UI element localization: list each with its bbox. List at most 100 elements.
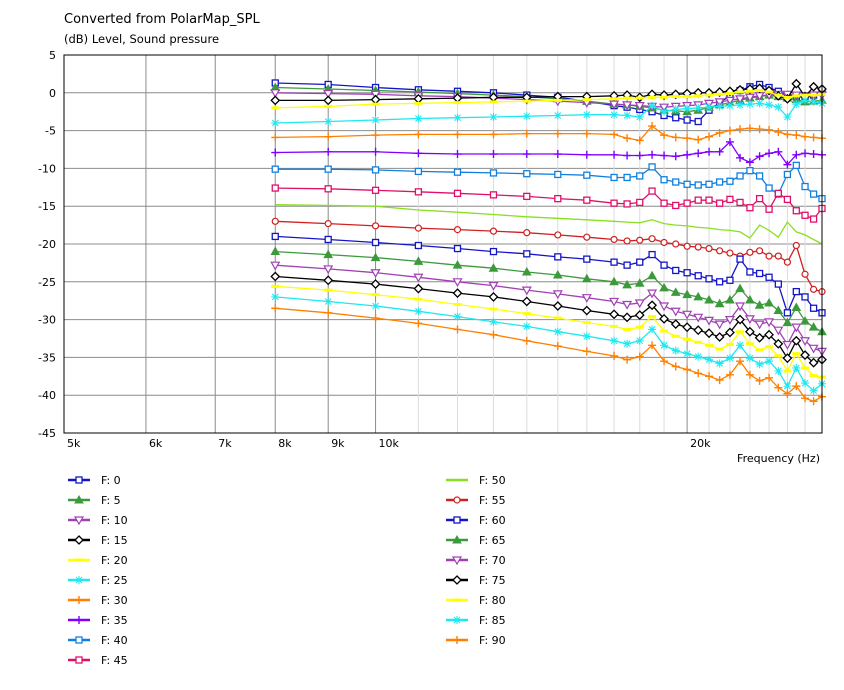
x-axis-label: Frequency (Hz) <box>737 452 820 465</box>
data-point <box>488 292 499 302</box>
legend-label: F: 85 <box>479 614 506 627</box>
data-point <box>453 189 462 197</box>
data-point <box>693 313 704 323</box>
legend-item: F: 35 <box>68 614 128 627</box>
data-point <box>489 150 498 159</box>
data-point <box>724 316 735 325</box>
data-point <box>809 150 818 159</box>
data-point <box>323 249 334 259</box>
data-point <box>414 130 423 139</box>
data-point <box>489 330 498 339</box>
y-tick-label: -30 <box>38 314 56 327</box>
data-point <box>609 309 619 320</box>
legend-item: F: 70 <box>446 554 506 567</box>
data-point <box>783 195 792 204</box>
data-point <box>488 263 499 272</box>
data-point <box>635 112 644 121</box>
data-point <box>755 194 764 203</box>
data-point <box>648 325 657 334</box>
data-point <box>705 196 713 204</box>
data-point <box>610 258 618 266</box>
data-point <box>413 283 424 294</box>
data-point <box>648 235 656 243</box>
data-point <box>744 315 755 325</box>
data-point <box>583 196 591 204</box>
x-tick-label: 8k <box>278 437 292 450</box>
data-point <box>271 165 279 173</box>
data-point <box>414 114 423 123</box>
data-point <box>745 158 754 167</box>
data-point <box>670 287 681 296</box>
data-point <box>453 226 462 234</box>
data-point <box>634 102 645 111</box>
data-point <box>622 300 633 310</box>
data-point <box>754 332 765 343</box>
legend-label: F: 90 <box>479 634 506 647</box>
data-point <box>270 95 281 106</box>
data-point <box>623 173 631 182</box>
y-tick-label: 0 <box>49 87 56 100</box>
data-point <box>774 189 782 197</box>
data-point <box>809 285 818 293</box>
series-line <box>275 204 823 245</box>
legend-label: F: 15 <box>101 534 128 547</box>
legend-label: F: 40 <box>101 634 128 647</box>
data-point <box>522 322 531 331</box>
data-point <box>660 238 668 247</box>
data-point <box>765 184 773 192</box>
data-point <box>414 149 423 158</box>
data-point <box>683 180 691 188</box>
data-point <box>609 276 619 286</box>
data-point <box>660 357 669 366</box>
data-point <box>672 266 680 275</box>
data-point <box>755 269 764 278</box>
data-point <box>773 338 784 349</box>
data-point <box>581 305 592 316</box>
data-point <box>801 211 809 219</box>
data-point <box>452 278 463 288</box>
data-point <box>783 170 792 179</box>
data-point <box>694 135 703 144</box>
data-point <box>324 165 332 173</box>
data-point <box>521 286 532 296</box>
data-point <box>746 268 754 276</box>
series-line <box>275 140 823 166</box>
data-point <box>635 136 644 145</box>
data-point <box>671 152 680 161</box>
data-point <box>75 476 83 484</box>
data-point <box>489 112 498 121</box>
data-point <box>735 95 746 105</box>
data-point <box>682 310 693 320</box>
data-point <box>324 185 332 193</box>
data-point <box>726 249 734 257</box>
data-point <box>521 266 532 276</box>
data-point <box>671 105 680 114</box>
data-point <box>647 289 658 299</box>
data-point <box>648 163 656 171</box>
data-point <box>735 302 746 312</box>
data-point <box>660 199 668 207</box>
data-point <box>489 247 498 256</box>
data-point <box>522 336 531 345</box>
series-f-85 <box>271 292 826 395</box>
data-point <box>726 195 734 204</box>
data-point <box>726 276 734 284</box>
data-point <box>453 312 462 321</box>
data-point <box>324 219 332 228</box>
data-point <box>324 147 333 156</box>
data-point <box>521 296 532 307</box>
data-point <box>774 147 783 156</box>
data-point <box>371 166 380 174</box>
data-point <box>522 150 531 159</box>
data-point <box>660 176 668 184</box>
data-point <box>801 96 810 105</box>
data-point <box>371 147 380 156</box>
data-point <box>800 316 810 325</box>
legend-label: F: 20 <box>101 554 128 567</box>
data-point <box>323 265 334 275</box>
data-point <box>715 199 724 207</box>
data-point <box>791 335 802 346</box>
data-point <box>791 302 802 312</box>
series-f-50 <box>275 204 823 245</box>
